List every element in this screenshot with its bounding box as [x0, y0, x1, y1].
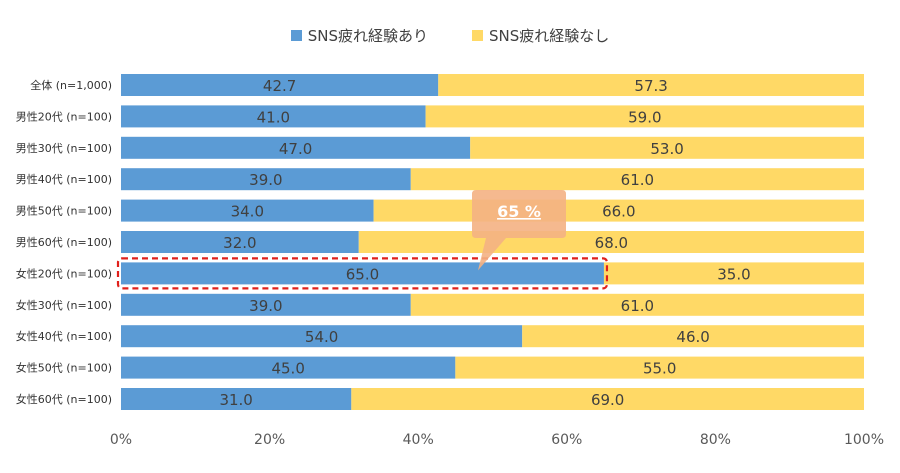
bar-series2	[425, 105, 864, 128]
data-label: 35.0	[717, 265, 750, 283]
legend-swatch-series1	[290, 30, 302, 41]
data-label: 39.0	[249, 297, 282, 315]
category-label: 男性40代 (n=100)	[16, 172, 112, 186]
category-label: 男性50代 (n=100)	[16, 204, 112, 218]
bar-series2	[522, 325, 864, 348]
data-label: 42.7	[263, 77, 296, 95]
data-label: 47.0	[279, 140, 312, 158]
bar-series2	[603, 262, 864, 285]
data-label: 54.0	[305, 328, 338, 346]
legend-swatch-series2	[472, 30, 483, 41]
category-label: 女性50代 (n=100)	[16, 361, 112, 375]
category-label: 男性20代 (n=100)	[16, 109, 112, 123]
data-label: 39.0	[249, 171, 282, 189]
legend: SNS疲れ経験あり SNS疲れ経験なし	[0, 25, 900, 46]
x-tick-label: 0%	[110, 432, 132, 448]
data-label: 59.0	[628, 108, 661, 126]
x-tick-label: 40%	[403, 432, 434, 448]
bar-series1	[121, 136, 471, 159]
bar-series1	[121, 74, 439, 96]
data-label: 69.0	[591, 391, 624, 409]
data-label: 61.0	[621, 297, 654, 315]
legend-item-series2: SNS疲れ経験なし	[472, 25, 609, 46]
highlight-box	[116, 257, 609, 290]
bar-series1	[121, 105, 426, 128]
data-label: 68.0	[595, 234, 628, 252]
data-label: 45.0	[271, 360, 304, 378]
callout-text: 65 %	[497, 202, 541, 221]
legend-item-series1: SNS疲れ経験あり	[290, 25, 428, 46]
bar-series1	[121, 262, 604, 285]
bar-series2	[438, 74, 864, 96]
bar-series2	[410, 168, 864, 191]
x-tick-label: 80%	[700, 432, 731, 448]
category-label: 男性60代 (n=100)	[16, 235, 112, 249]
bar-series1	[121, 356, 456, 379]
data-label: 65.0	[346, 265, 379, 283]
bar-series1	[121, 325, 523, 348]
bar-series2	[455, 356, 864, 379]
category-label: 女性40代 (n=100)	[16, 329, 112, 343]
bar-series1	[121, 168, 411, 191]
bar-series2	[410, 293, 864, 316]
data-label: 66.0	[602, 203, 635, 221]
data-label: 32.0	[223, 234, 256, 252]
data-label: 46.0	[676, 328, 709, 346]
bar-series2	[351, 388, 865, 410]
bar-series1	[121, 199, 374, 222]
bar-series1	[121, 293, 411, 316]
category-label: 女性20代 (n=100)	[16, 266, 112, 280]
bar-series1	[121, 231, 359, 253]
x-tick-label: 20%	[254, 432, 285, 448]
data-label: 61.0	[621, 171, 654, 189]
category-label: 女性30代 (n=100)	[16, 298, 112, 312]
bar-series1	[121, 388, 352, 410]
x-tick-label: 60%	[551, 432, 582, 448]
data-label: 34.0	[231, 203, 264, 221]
callout-bubble	[472, 190, 566, 271]
data-label: 41.0	[257, 108, 290, 126]
data-label: 53.0	[650, 140, 683, 158]
category-label: 女性60代 (n=100)	[16, 392, 112, 406]
legend-label-series1: SNS疲れ経験あり	[307, 27, 428, 45]
x-tick-label: 100%	[844, 432, 884, 448]
bar-series2	[470, 136, 864, 159]
category-label: 男性30代 (n=100)	[16, 141, 112, 155]
data-label: 31.0	[219, 391, 252, 409]
category-label: 全体 (n=1,000)	[30, 78, 112, 92]
data-label: 55.0	[643, 360, 676, 378]
legend-label-series2: SNS疲れ経験なし	[489, 27, 610, 45]
data-label: 57.3	[634, 77, 667, 95]
